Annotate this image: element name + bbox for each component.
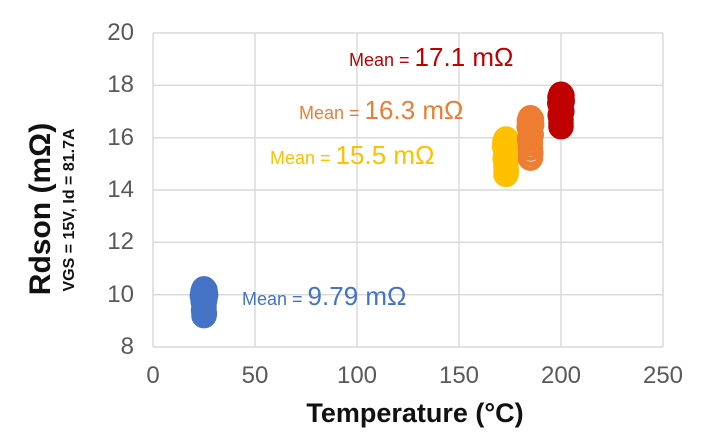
y-axis-subtitle: VGS = 15V, Id = 81.7A bbox=[61, 128, 78, 292]
x-tick-100: 100 bbox=[336, 362, 378, 389]
y-axis-title: Rdson (mΩ) bbox=[24, 122, 57, 296]
y-tick-10: 10 bbox=[107, 281, 134, 308]
x-tick-0: 0 bbox=[146, 362, 160, 389]
y-tick-14: 14 bbox=[107, 176, 134, 203]
mean-annotation-200c: Mean = 17.1 mΩ bbox=[349, 42, 513, 73]
mean-annotation-prefix: Mean = bbox=[242, 289, 308, 309]
y-tick-18: 18 bbox=[107, 71, 134, 98]
mean-annotation-185c: Mean = 16.3 mΩ bbox=[299, 95, 463, 126]
x-tick-50: 50 bbox=[241, 362, 269, 389]
x-tick-200: 200 bbox=[540, 362, 582, 389]
x-tick-250: 250 bbox=[642, 362, 684, 389]
mean-annotation-value: 16.3 mΩ bbox=[364, 95, 464, 125]
mean-annotation-prefix: Mean = bbox=[270, 148, 336, 168]
mean-annotation-value: 17.1 mΩ bbox=[414, 42, 514, 72]
y-tick-8: 8 bbox=[120, 333, 134, 360]
mean-annotation-25c: Mean = 9.79 mΩ bbox=[242, 281, 406, 312]
x-tick-150: 150 bbox=[438, 362, 480, 389]
mean-annotation-prefix: Mean = bbox=[349, 50, 415, 70]
mean-annotation-prefix: Mean = bbox=[299, 103, 365, 123]
y-tick-20: 20 bbox=[107, 19, 134, 46]
x-axis-title: Temperature (°C) bbox=[306, 398, 524, 428]
y-tick-16: 16 bbox=[107, 124, 134, 151]
mean-annotation-173c: Mean = 15.5 mΩ bbox=[270, 140, 434, 171]
mean-annotation-value: 15.5 mΩ bbox=[335, 140, 435, 170]
y-tick-12: 12 bbox=[107, 228, 134, 255]
mean-annotation-value: 9.79 mΩ bbox=[307, 281, 407, 311]
